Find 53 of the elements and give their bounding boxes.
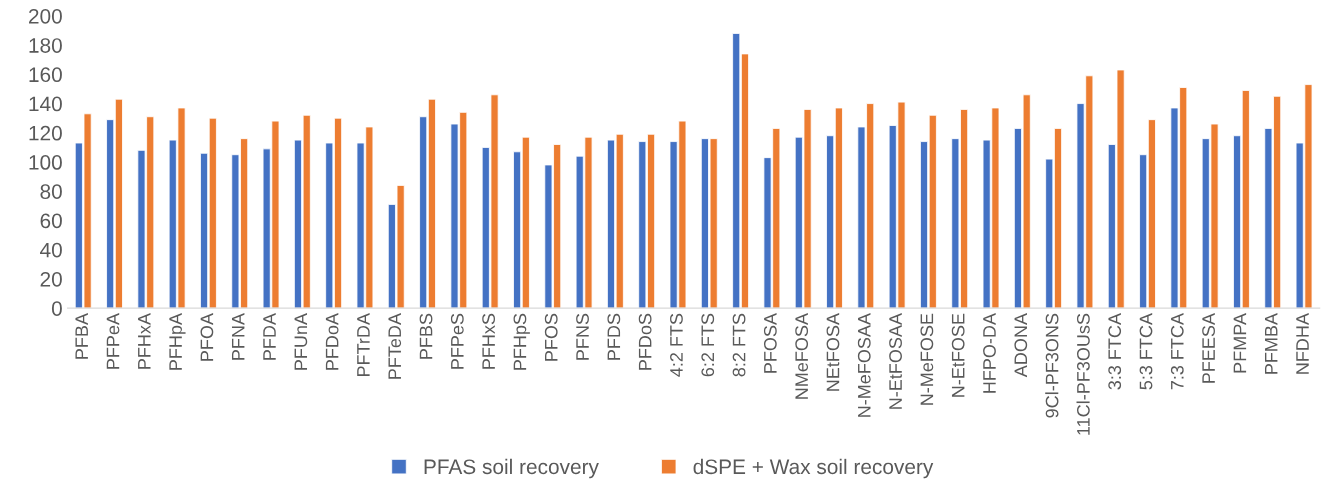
x-tick-label: 4:2 FTS: [670, 313, 683, 377]
x-tick-label: N-EtFOSE: [951, 313, 965, 397]
x-tick-label: PFOA: [200, 313, 214, 361]
x-tick-label: PFDoS: [638, 313, 652, 370]
x-tick-label: 5:3 FTCA: [1139, 313, 1153, 390]
x-tick-label: PFUnA: [294, 313, 308, 370]
y-tick-label: 40: [40, 242, 62, 258]
x-tick-label: 6:2 FTS: [701, 313, 715, 377]
y-tick-label: 160: [29, 67, 62, 83]
x-tick-label: PFTrDA: [357, 313, 370, 377]
x-tick-label: N-EtFOSAA: [889, 313, 902, 409]
x-tick-label: PFNA: [231, 313, 245, 360]
y-tick-label: 180: [29, 38, 62, 53]
x-tick-label: PFNS: [576, 313, 589, 360]
x-tick-label: N-MeFOSAA: [857, 313, 871, 417]
legend-label: PFAS soil recovery: [424, 458, 599, 479]
x-tick-label: PFDA: [263, 313, 276, 360]
x-tick-label: PFOS: [544, 313, 558, 361]
x-tick-label: 11Cl-PF3OUsS: [1076, 313, 1090, 435]
x-tick-label: PFDoA: [325, 313, 339, 370]
legend-label: dSPE + Wax soil recovery: [693, 458, 934, 479]
x-tick-label: PFHpA: [169, 313, 186, 370]
y-tick-label: 60: [40, 213, 62, 229]
x-tick-label: PFMPA: [1233, 313, 1247, 373]
x-tick-label: PFBS: [419, 313, 433, 359]
x-tick-label: NEtFOSA: [826, 313, 840, 391]
x-tick-label: PFHpS: [513, 313, 530, 370]
x-tick-label: PFOSA: [763, 313, 777, 373]
x-tick-label: NFDHA: [1296, 313, 1309, 374]
x-tick-label: PFMBA: [1264, 313, 1278, 374]
x-tick-label: PFDS: [607, 313, 621, 360]
x-tick-label: PFTeDA: [388, 313, 402, 379]
x-tick-label: NMeFOSA: [795, 313, 809, 399]
x-tick-label: PFBA: [75, 313, 88, 359]
x-tick-label: PFHxA: [138, 313, 151, 369]
x-tick-label: N-MeFOSE: [920, 313, 934, 405]
x-tick-label: 3:3 FTCA: [1108, 313, 1122, 390]
x-tick-label: 7:3 FTCA: [1170, 313, 1184, 390]
y-tick-label: 140: [29, 96, 62, 112]
y-tick-label: 20: [40, 271, 62, 287]
y-tick-label: 80: [40, 184, 62, 199]
y-tick-label: 100: [29, 155, 62, 170]
y-tick-label: 120: [29, 125, 62, 141]
x-tick-label: PFEESA: [1202, 313, 1215, 383]
x-tick-label: 9Cl-PF3ONS: [1045, 313, 1059, 418]
x-tick-label: PFPeA: [106, 313, 120, 369]
x-tick-label: PFPeS: [450, 313, 464, 369]
y-tick-label: 0: [51, 301, 62, 316]
y-tick-label: 200: [29, 8, 62, 24]
x-tick-label: PFHxS: [482, 313, 496, 369]
x-tick-label: ADONA: [1014, 313, 1028, 378]
x-tick-label: HFPO-DA: [983, 313, 996, 393]
x-tick-label: 8:2 FTS: [732, 313, 746, 377]
